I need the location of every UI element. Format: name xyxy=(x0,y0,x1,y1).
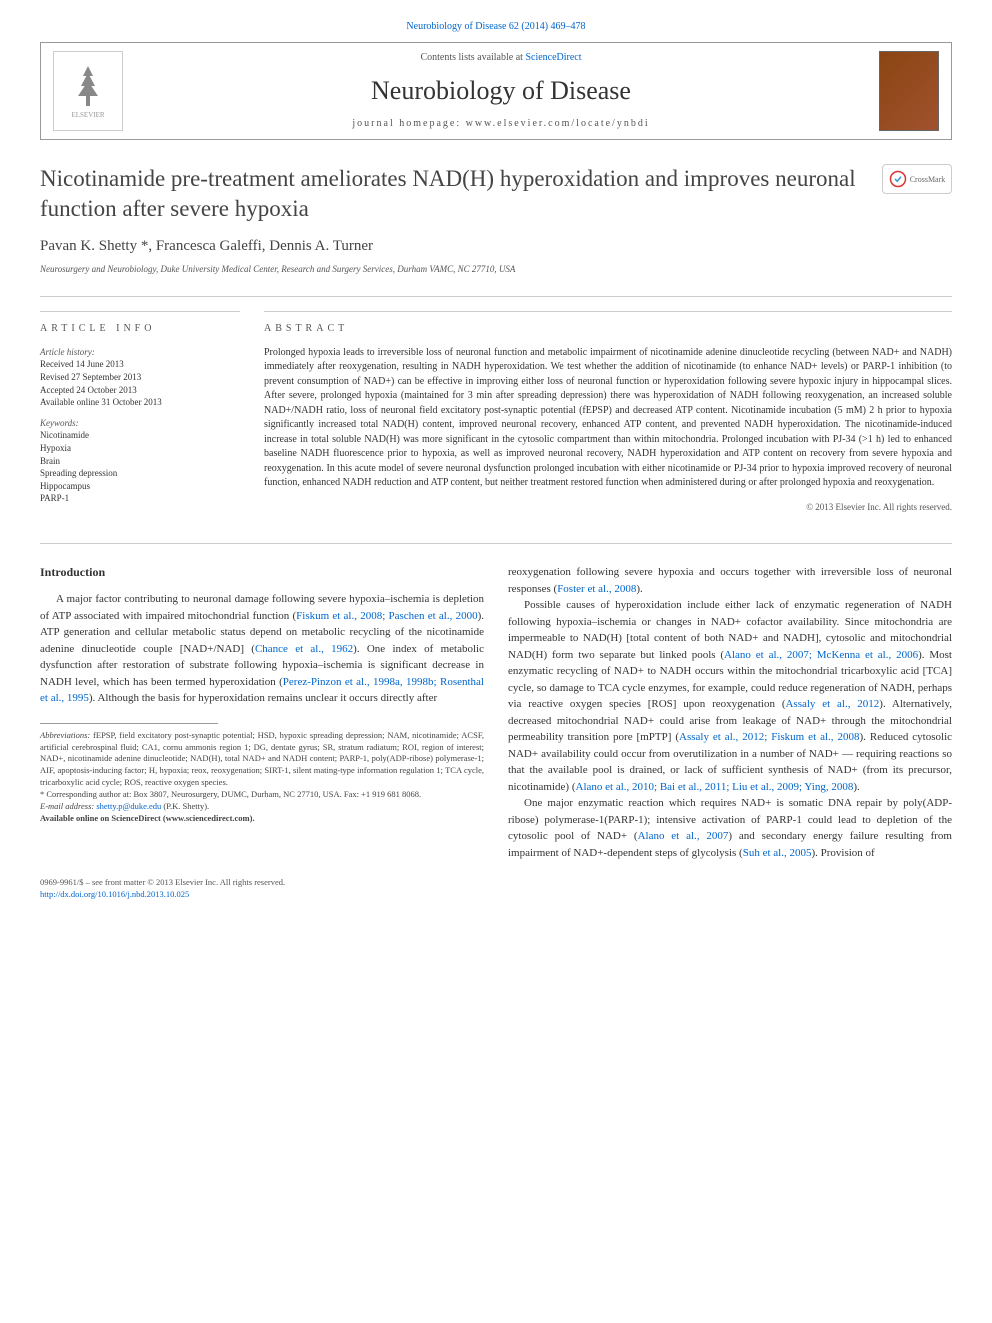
abstract-text: Prolonged hypoxia leads to irreversible … xyxy=(264,346,952,491)
email-footnote: E-mail address: shetty.p@duke.edu (P.K. … xyxy=(40,801,484,813)
journal-header-box: ELSEVIER Contents lists available at Sci… xyxy=(40,42,952,140)
abstract-panel: ABSTRACT Prolonged hypoxia leads to irre… xyxy=(264,311,952,514)
citation-link[interactable]: Alano et al., 2007 xyxy=(638,830,729,842)
crossmark-badge[interactable]: CrossMark xyxy=(882,164,952,194)
keyword: Hippocampus xyxy=(40,480,240,493)
sciencedirect-footnote: Available online on ScienceDirect (www.s… xyxy=(40,813,484,825)
journal-name: Neurobiology of Disease xyxy=(123,73,879,109)
homepage-url[interactable]: www.elsevier.com/locate/ynbdi xyxy=(466,118,650,129)
abstract-heading: ABSTRACT xyxy=(264,322,952,336)
keyword: Nicotinamide xyxy=(40,429,240,442)
elsevier-logo[interactable]: ELSEVIER xyxy=(53,51,123,131)
email-link[interactable]: shetty.p@duke.edu xyxy=(96,801,161,811)
article-info-heading: ARTICLE INFO xyxy=(40,322,240,336)
citation-link[interactable]: Chance et al., 1962 xyxy=(255,643,353,655)
body-column-right: reoxygenation following severe hypoxia a… xyxy=(508,564,952,861)
copyright: © 2013 Elsevier Inc. All rights reserved… xyxy=(264,501,952,514)
abbreviations-footnote: Abbreviations: fEPSP, field excitatory p… xyxy=(40,730,484,789)
page-footer: 0969-9961/$ – see front matter © 2013 El… xyxy=(40,877,952,901)
elsevier-label: ELSEVIER xyxy=(71,111,104,121)
online-date: Available online 31 October 2013 xyxy=(40,396,240,409)
body-paragraph: Possible causes of hyperoxidation includ… xyxy=(508,597,952,795)
revised-date: Revised 27 September 2013 xyxy=(40,371,240,384)
keyword: Spreading depression xyxy=(40,467,240,480)
authors: Pavan K. Shetty *, Francesca Galeffi, De… xyxy=(40,236,952,257)
keyword: Hypoxia xyxy=(40,442,240,455)
accepted-date: Accepted 24 October 2013 xyxy=(40,384,240,397)
body-paragraph: One major enzymatic reaction which requi… xyxy=(508,795,952,861)
doi-link[interactable]: http://dx.doi.org/10.1016/j.nbd.2013.10.… xyxy=(40,889,189,899)
journal-cover-thumbnail[interactable] xyxy=(879,51,939,131)
citation-link[interactable]: Alano et al., 2010; Bai et al., 2011; Li… xyxy=(576,781,854,793)
header-center: Contents lists available at ScienceDirec… xyxy=(123,51,879,131)
body-paragraph: A major factor contributing to neuronal … xyxy=(40,591,484,707)
citation-link[interactable]: Foster et al., 2008 xyxy=(557,583,636,595)
affiliation: Neurosurgery and Neurobiology, Duke Univ… xyxy=(40,263,952,276)
received-date: Received 14 June 2013 xyxy=(40,358,240,371)
keyword: PARP-1 xyxy=(40,492,240,505)
keywords-label: Keywords: xyxy=(40,417,240,430)
citation-link[interactable]: Assaly et al., 2012 xyxy=(785,698,879,710)
homepage-line: journal homepage: www.elsevier.com/locat… xyxy=(123,117,879,131)
footnote-divider xyxy=(40,723,218,724)
article-info-panel: ARTICLE INFO Article history: Received 1… xyxy=(40,311,240,514)
article-title: Nicotinamide pre-treatment ameliorates N… xyxy=(40,164,870,224)
citation-link[interactable]: Alano et al., 2007; McKenna et al., 2006 xyxy=(724,649,918,661)
section-divider xyxy=(40,543,952,544)
crossmark-icon xyxy=(889,170,907,188)
keyword: Brain xyxy=(40,455,240,468)
citation-link[interactable]: Fiskum et al., 2008; Paschen et al., 200… xyxy=(296,610,477,622)
corresponding-footnote: * Corresponding author at: Box 3807, Neu… xyxy=(40,789,484,801)
footer-copyright: 0969-9961/$ – see front matter © 2013 El… xyxy=(40,877,285,889)
history-label: Article history: xyxy=(40,346,240,359)
contents-line: Contents lists available at ScienceDirec… xyxy=(123,51,879,65)
tree-icon xyxy=(63,61,113,111)
body-paragraph: reoxygenation following severe hypoxia a… xyxy=(508,564,952,597)
citation-link[interactable]: Suh et al., 2005 xyxy=(743,847,812,859)
sciencedirect-link[interactable]: ScienceDirect xyxy=(525,52,581,63)
journal-citation[interactable]: Neurobiology of Disease 62 (2014) 469–47… xyxy=(40,20,952,34)
citation-link[interactable]: Assaly et al., 2012; Fiskum et al., 2008 xyxy=(679,731,859,743)
introduction-heading: Introduction xyxy=(40,564,484,581)
body-column-left: Introduction A major factor contributing… xyxy=(40,564,484,861)
